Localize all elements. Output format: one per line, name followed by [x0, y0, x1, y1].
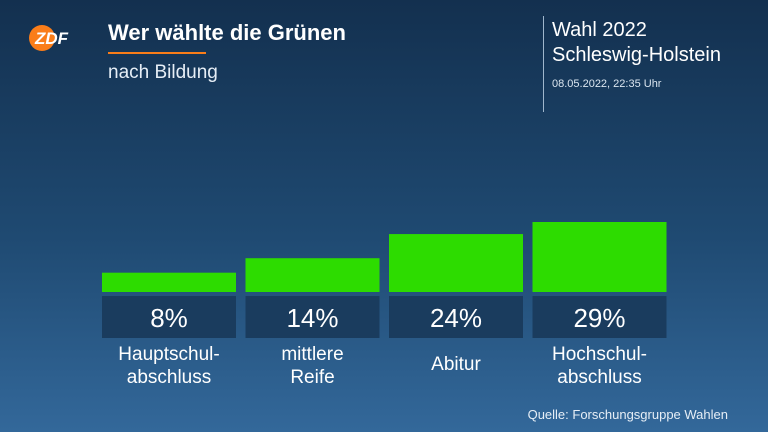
zdf-logo-circle [29, 25, 55, 51]
title-underline [108, 52, 206, 54]
category-label: mittlere [281, 344, 343, 365]
bar [389, 234, 523, 292]
chart-title: Wer wählte die Grünen [108, 20, 346, 45]
bar [245, 258, 380, 292]
election-region: Schleswig-Holstein [552, 44, 721, 66]
category-label: abschluss [127, 367, 212, 388]
category-label: abschluss [557, 367, 642, 388]
value-label-box [389, 296, 523, 338]
value-label: 24% [430, 303, 482, 333]
timestamp: 08.05.2022, 22:35 Uhr [552, 78, 662, 90]
bar [102, 272, 236, 292]
zdf-logo: ZDF [29, 25, 69, 51]
source-note: Quelle: Forschungsgruppe Wahlen [527, 407, 728, 422]
header-divider [543, 16, 544, 112]
category-label: Hauptschul- [118, 344, 219, 365]
value-label: 8% [150, 303, 188, 333]
value-label: 29% [573, 303, 625, 333]
election-info: Wahl 2022 Schleswig-Holstein [552, 18, 721, 68]
value-label-box [245, 296, 380, 338]
election-year: Wahl 2022 [552, 19, 647, 41]
chart-subtitle: nach Bildung [108, 62, 218, 83]
category-label: Hochschul- [552, 344, 647, 365]
value-label-box [532, 296, 667, 338]
category-label: Reife [290, 367, 334, 388]
value-label-box [102, 296, 236, 338]
value-label: 14% [286, 303, 338, 333]
zdf-logo-text: ZDF [34, 29, 69, 48]
bar [532, 222, 667, 292]
category-label: Abitur [431, 354, 481, 375]
